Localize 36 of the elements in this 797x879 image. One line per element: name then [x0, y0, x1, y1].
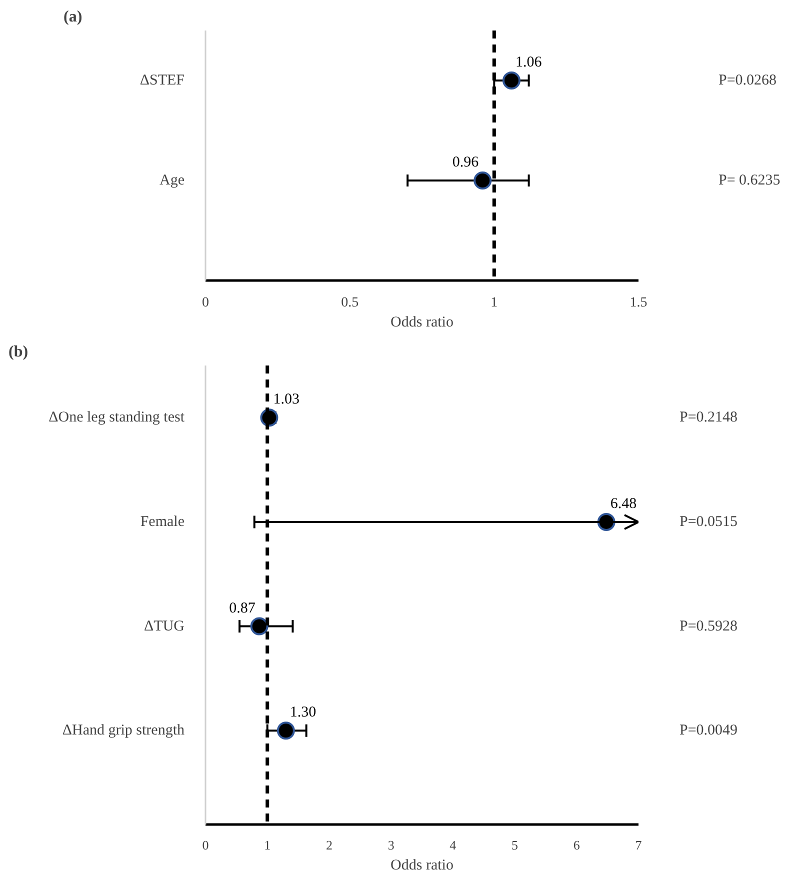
text: P=0.5928	[680, 618, 738, 634]
x-axis-title: Odds ratio	[390, 314, 454, 330]
x-tick-label: 1	[490, 296, 498, 310]
x-tick-label: 0	[202, 838, 209, 852]
text: P= 0.6235	[718, 172, 780, 188]
text: P=0.0268	[718, 72, 777, 88]
x-tick-label: 4	[450, 838, 457, 852]
point	[250, 617, 268, 636]
data-label: 1.03	[273, 392, 300, 408]
text: P=0.0515	[680, 514, 738, 530]
y-tick-label: ΔOne leg standing test	[48, 410, 186, 426]
text: (a)	[64, 8, 82, 26]
x-tick-label: 6	[573, 838, 580, 852]
data-label: 6.48	[610, 496, 637, 512]
text: P=0.2148	[680, 410, 738, 426]
x-tick-label: 5	[512, 838, 518, 852]
x-tick-label: 0.5	[341, 296, 359, 310]
x-tick-label: 0	[202, 296, 209, 310]
y-tick-label: Age	[160, 172, 185, 188]
x-axis-title: Odds ratio	[390, 858, 454, 874]
x-tick-label: 1	[264, 838, 271, 852]
x-tick-label: 1.5	[630, 296, 648, 310]
y-tick-label: Female	[140, 514, 185, 530]
point	[276, 722, 295, 740]
x-tick-label: 2	[326, 838, 332, 852]
data-label: 1.30	[290, 704, 316, 721]
data-label: 0.87	[229, 600, 256, 616]
x-tick-label: 3	[388, 838, 394, 852]
data-label: 0.96	[452, 154, 480, 170]
text: P=0.0049	[680, 722, 738, 739]
y-tick-label: ΔHand grip strength	[62, 722, 185, 739]
text: (b)	[8, 344, 28, 360]
data-label: 1.06	[515, 54, 542, 70]
x-tick-label: 7	[635, 838, 642, 852]
y-tick-label: ΔSTEF	[140, 72, 184, 88]
y-tick-label: ΔTUG	[144, 618, 185, 634]
